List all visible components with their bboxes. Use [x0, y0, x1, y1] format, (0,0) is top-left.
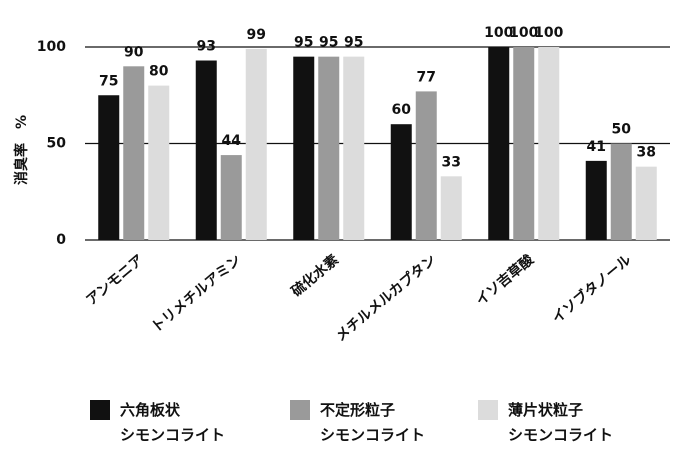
bar — [343, 56, 365, 241]
bar — [293, 56, 315, 241]
legend-item: 薄片状粒子 シモンコライト — [478, 398, 613, 448]
bar — [390, 124, 412, 240]
data-label: 38 — [637, 145, 656, 161]
x-tick-label: トリメチルアミン — [149, 252, 245, 336]
data-label: 50 — [612, 122, 632, 138]
data-label: 100 — [484, 25, 513, 41]
bar — [488, 47, 510, 240]
bar — [610, 143, 632, 240]
x-tick-label: メチルメルカプタン — [333, 252, 439, 345]
data-label: 44 — [222, 133, 242, 149]
y-tick-label: 0 — [56, 232, 66, 248]
legend-label: 薄片状粒子 シモンコライト — [508, 401, 614, 444]
bar — [513, 47, 535, 240]
bar — [245, 48, 267, 241]
y-tick-label: 100 — [37, 39, 66, 55]
legend-item: 六角板状 シモンコライト — [90, 398, 225, 448]
data-label: 95 — [344, 35, 363, 51]
data-label: 100 — [509, 25, 538, 41]
data-label: 99 — [247, 27, 266, 43]
legend-label: 不定形粒子 シモンコライト — [320, 401, 426, 444]
bar — [585, 160, 607, 240]
bar — [98, 95, 120, 240]
legend-label: 六角板状 シモンコライト — [120, 401, 226, 444]
x-tick-label: アンモニア — [83, 252, 146, 309]
x-tick-label: イソ吉草酸 — [472, 250, 537, 309]
data-label: 90 — [124, 44, 144, 60]
data-label: 95 — [294, 35, 313, 51]
data-label: 77 — [417, 69, 436, 85]
data-label: 41 — [587, 139, 606, 155]
bar — [318, 56, 340, 241]
data-label: 75 — [99, 73, 118, 89]
data-label: 33 — [442, 154, 461, 170]
bar — [440, 176, 462, 240]
y-axis-title: 消臭率 % — [13, 115, 30, 185]
data-label: 60 — [392, 102, 412, 118]
bar — [195, 60, 217, 241]
legend-swatch — [90, 400, 110, 420]
bar — [123, 66, 145, 240]
y-tick-label: 50 — [47, 136, 67, 152]
bar — [635, 166, 657, 240]
bar — [220, 155, 242, 240]
x-tick-label: イソブタノール — [549, 251, 635, 327]
data-label: 93 — [197, 39, 216, 55]
legend-swatch — [290, 400, 310, 420]
bar — [148, 85, 170, 240]
bar — [538, 47, 560, 240]
data-label: 80 — [149, 64, 169, 80]
chart: 消臭率 % 0 50 100 75 90 80 アンモニア 93 44 99 トリメチルアミン 95 9… — [13, 25, 670, 345]
legend-swatch — [478, 400, 498, 420]
legend-item: 不定形粒子 シモンコライト — [290, 398, 425, 448]
data-label: 95 — [319, 35, 338, 51]
data-label: 100 — [534, 25, 563, 41]
x-tick-label: 硫化水素 — [288, 251, 342, 300]
bar — [415, 91, 437, 240]
